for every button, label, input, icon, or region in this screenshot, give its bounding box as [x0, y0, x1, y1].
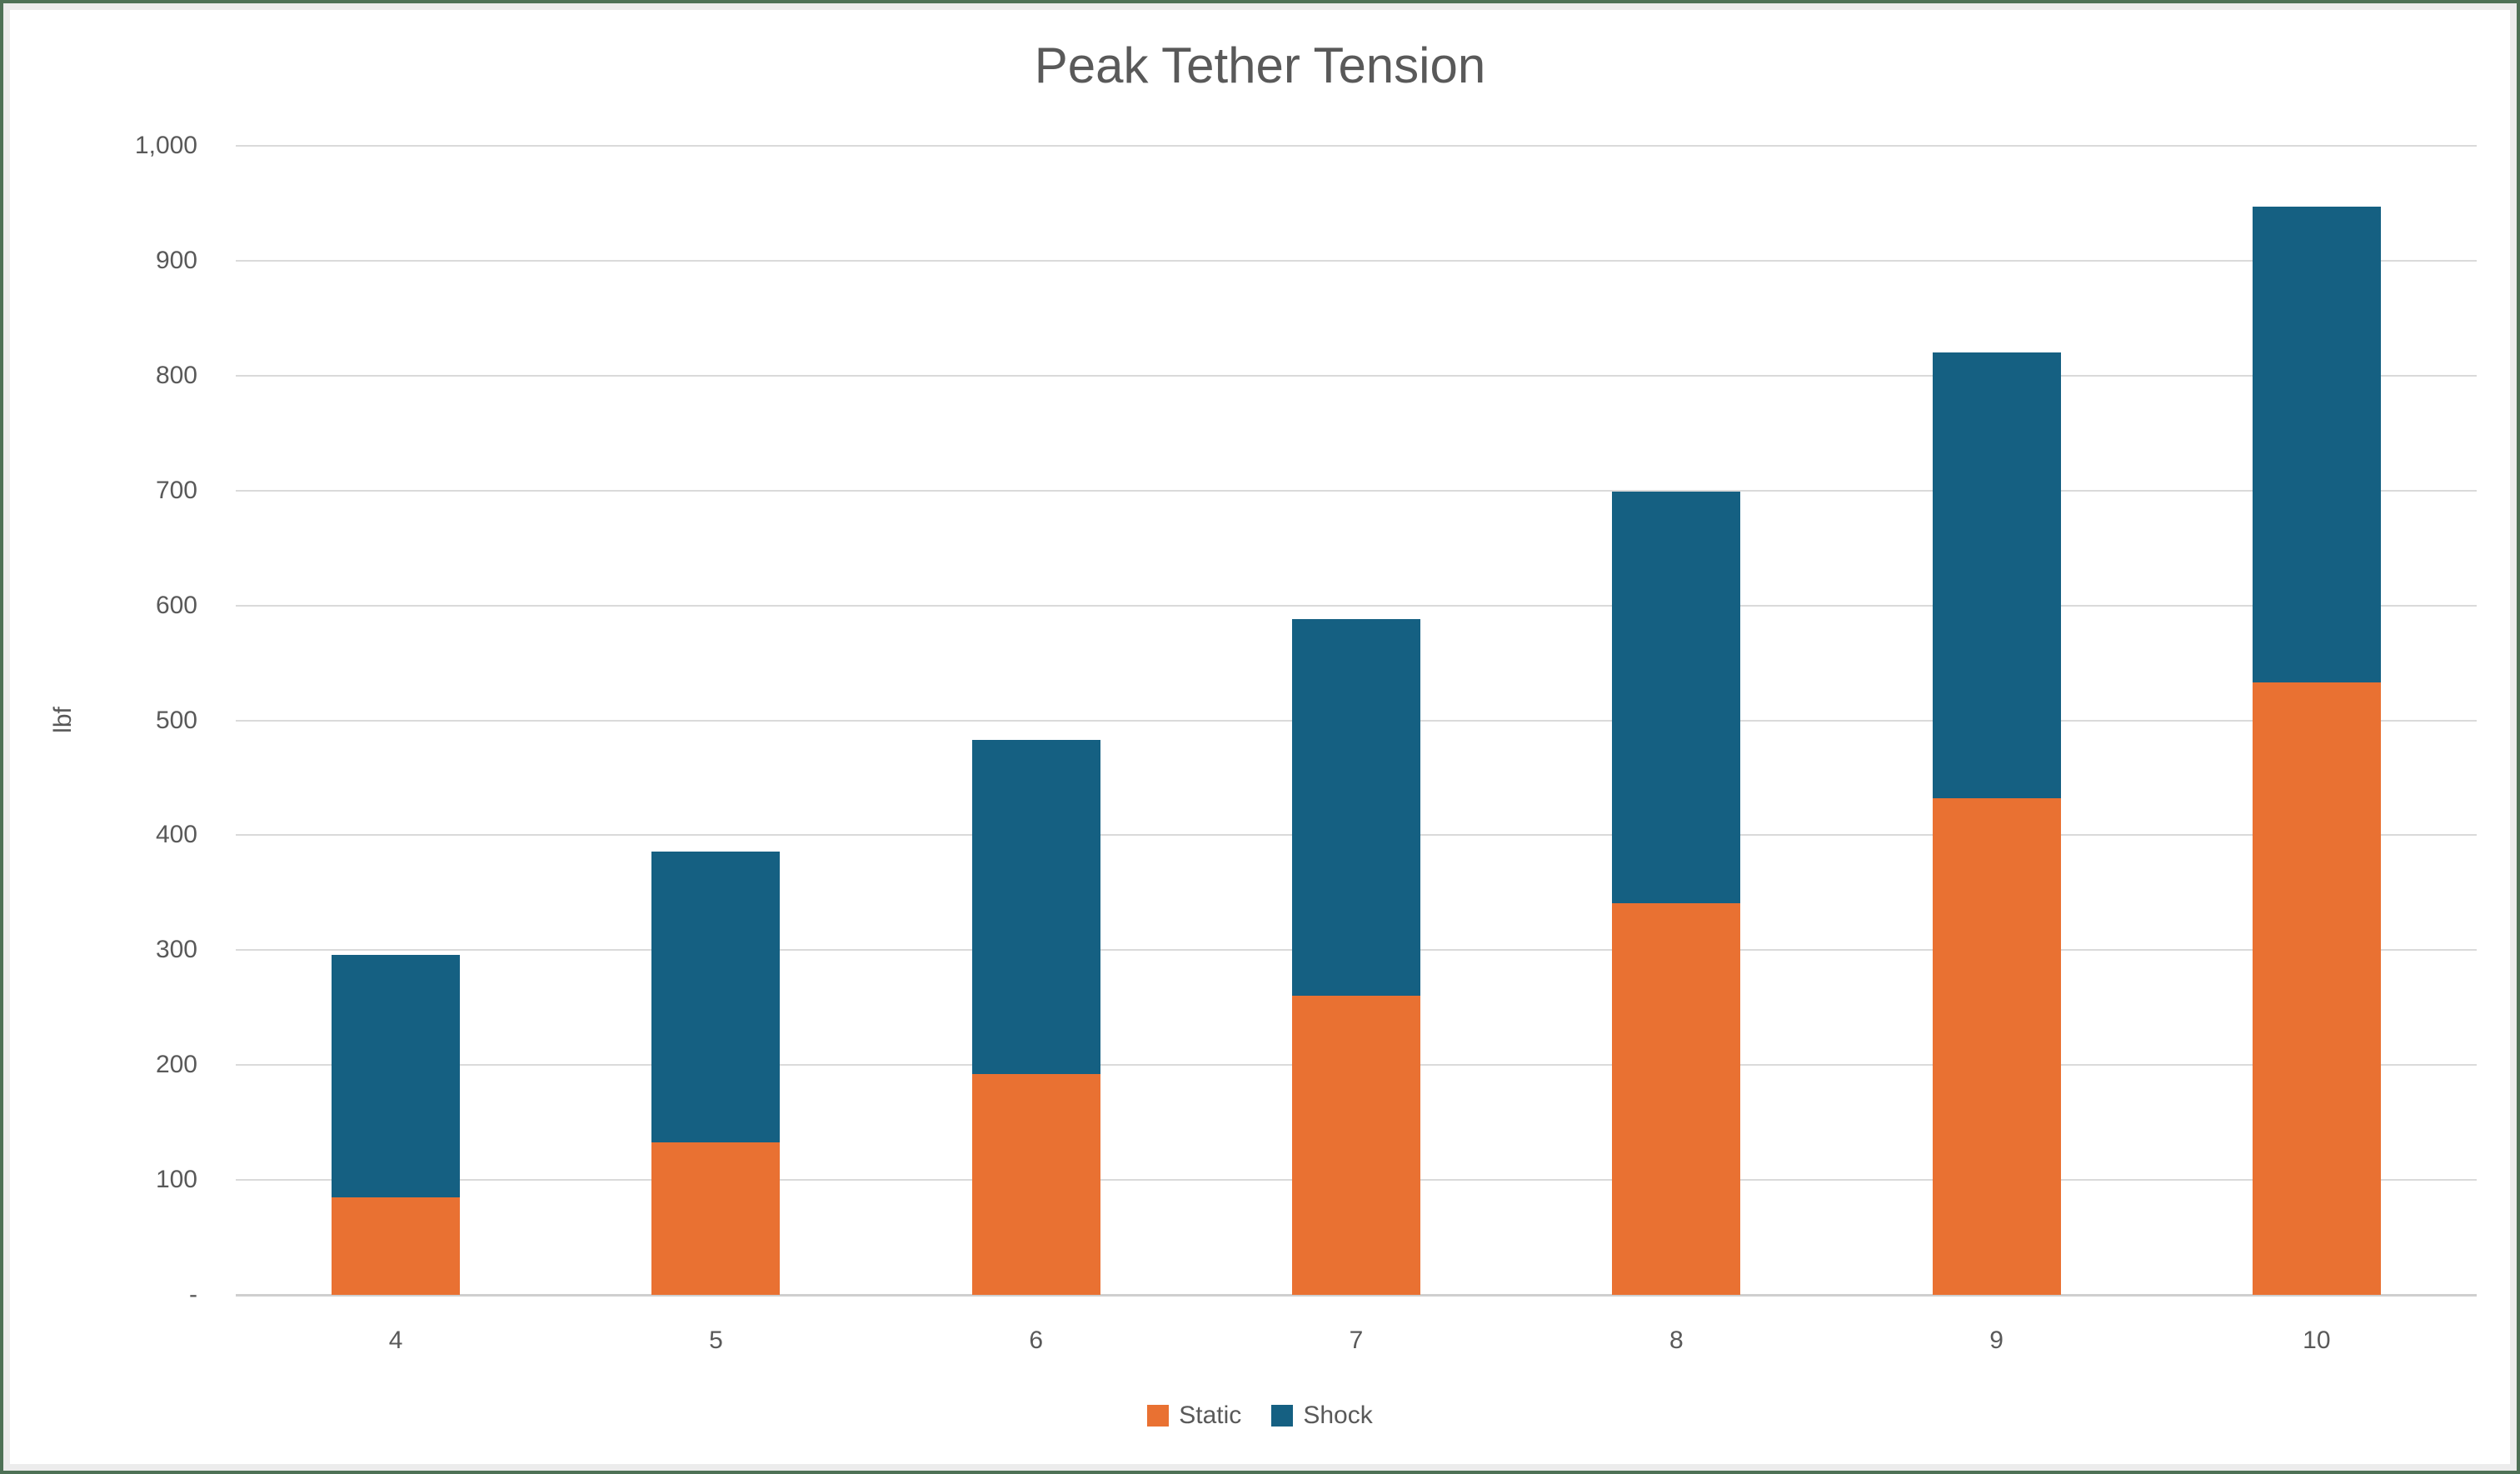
bar-segment-shock-8 — [1612, 492, 1741, 903]
x-axis-category-label: 6 — [1029, 1327, 1044, 1354]
legend-item-shock: Shock — [1271, 1402, 1373, 1430]
bar-segment-shock-9 — [1932, 352, 2061, 799]
y-axis-title: lbf — [49, 707, 77, 733]
x-axis-category-label: 8 — [1669, 1327, 1684, 1354]
plot-area: 1,000 900 800 700 600 500 400 300 200 100 - 4 5 6 7 8 9 1… — [135, 132, 2477, 1354]
x-axis-category-label: 7 — [1349, 1327, 1364, 1354]
x-axis-category-label: 4 — [388, 1327, 403, 1354]
bar-segment-static-8 — [1612, 902, 1741, 1295]
gridline — [236, 489, 2477, 492]
bar-segment-static-6 — [971, 1074, 1100, 1295]
x-axis-category-label: 5 — [709, 1327, 723, 1354]
y-axis-tick-label: 500 — [155, 706, 197, 734]
y-axis-tick-label: 400 — [155, 821, 197, 849]
bar-segment-static-7 — [1292, 996, 1420, 1295]
bar-segment-shock-6 — [971, 739, 1100, 1075]
y-axis-tick-label: 600 — [155, 591, 197, 619]
gridline — [236, 604, 2477, 607]
x-axis-category-label: 9 — [1989, 1327, 2004, 1354]
y-axis-tick-label: - — [189, 1281, 197, 1308]
legend: Static Shock — [3, 1402, 2517, 1430]
bar-segment-static-5 — [651, 1142, 781, 1295]
y-axis-tick-label: 700 — [155, 476, 197, 504]
gridline — [236, 259, 2477, 262]
y-axis-tick-label: 300 — [155, 936, 197, 964]
gridline — [236, 145, 2477, 147]
bar-segment-shock-7 — [1292, 619, 1420, 997]
y-axis-tick-label: 900 — [155, 246, 197, 274]
legend-label-static: Static — [1179, 1402, 1242, 1429]
shock-series-swatch — [1271, 1405, 1294, 1427]
bar-segment-static-4 — [332, 1197, 461, 1295]
y-axis-tick-label: 1,000 — [134, 132, 197, 159]
bar-segment-static-9 — [1932, 798, 2061, 1295]
legend-item-static: Static — [1147, 1402, 1241, 1430]
y-axis-tick-label: 200 — [155, 1051, 197, 1079]
static-series-swatch — [1147, 1405, 1170, 1427]
legend-label-shock: Shock — [1303, 1402, 1373, 1429]
bar-segment-shock-5 — [651, 851, 781, 1142]
bar-segment-static-10 — [2252, 682, 2381, 1295]
x-axis-category-label: 10 — [2303, 1327, 2331, 1354]
bar-segment-shock-4 — [332, 954, 461, 1197]
chart-title: Peak Tether Tension — [1034, 37, 1486, 93]
bar-segment-shock-10 — [2252, 207, 2381, 682]
gridline — [236, 1294, 2477, 1297]
gridline — [236, 374, 2477, 377]
y-axis-tick-label: 100 — [155, 1166, 197, 1194]
y-axis-tick-label: 800 — [155, 361, 197, 389]
